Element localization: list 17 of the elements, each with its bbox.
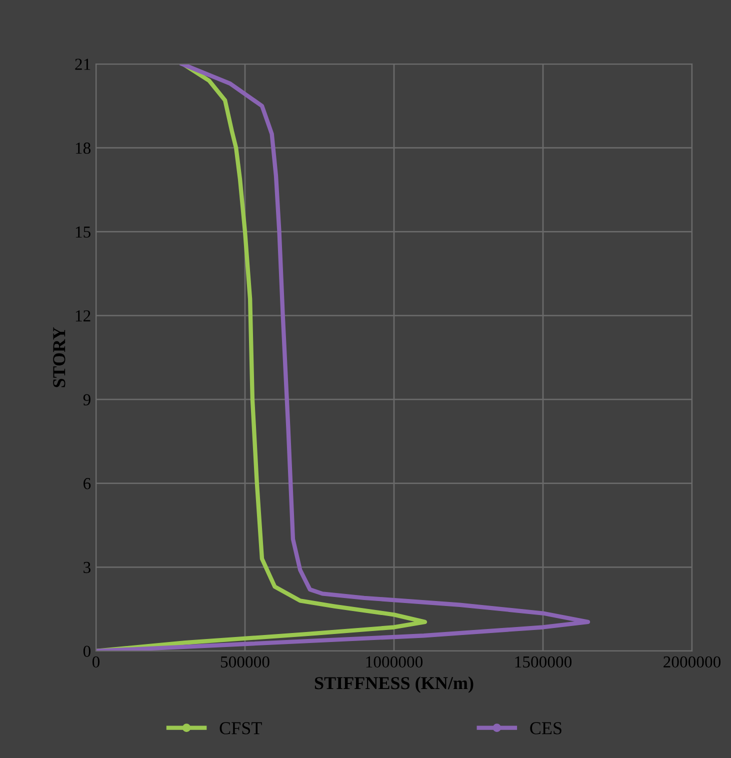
x-tick-label: 500000 [220, 656, 270, 668]
y-tick-label: 12 [76, 310, 90, 322]
y-tick-label: 6 [84, 478, 91, 490]
x-tick-label: 2000000 [664, 656, 721, 668]
y-tick-label: 18 [76, 142, 91, 154]
legend-label: CFST [220, 722, 262, 734]
x-tick-label: 1500000 [515, 656, 572, 668]
y-axis-title: STORY [53, 327, 66, 388]
x-axis-title: STIFFNESS (KN/m) [314, 676, 474, 693]
legend-label: CES [530, 722, 562, 734]
x-tick-label: 0 [92, 656, 100, 668]
y-tick-label: 21 [75, 58, 90, 70]
y-tick-label: 3 [84, 562, 90, 574]
y-tick-label: 0 [83, 646, 91, 657]
x-tick-label: 1000000 [366, 656, 423, 668]
y-tick-label: 9 [83, 394, 90, 406]
y-tick-label: 15 [76, 226, 90, 238]
